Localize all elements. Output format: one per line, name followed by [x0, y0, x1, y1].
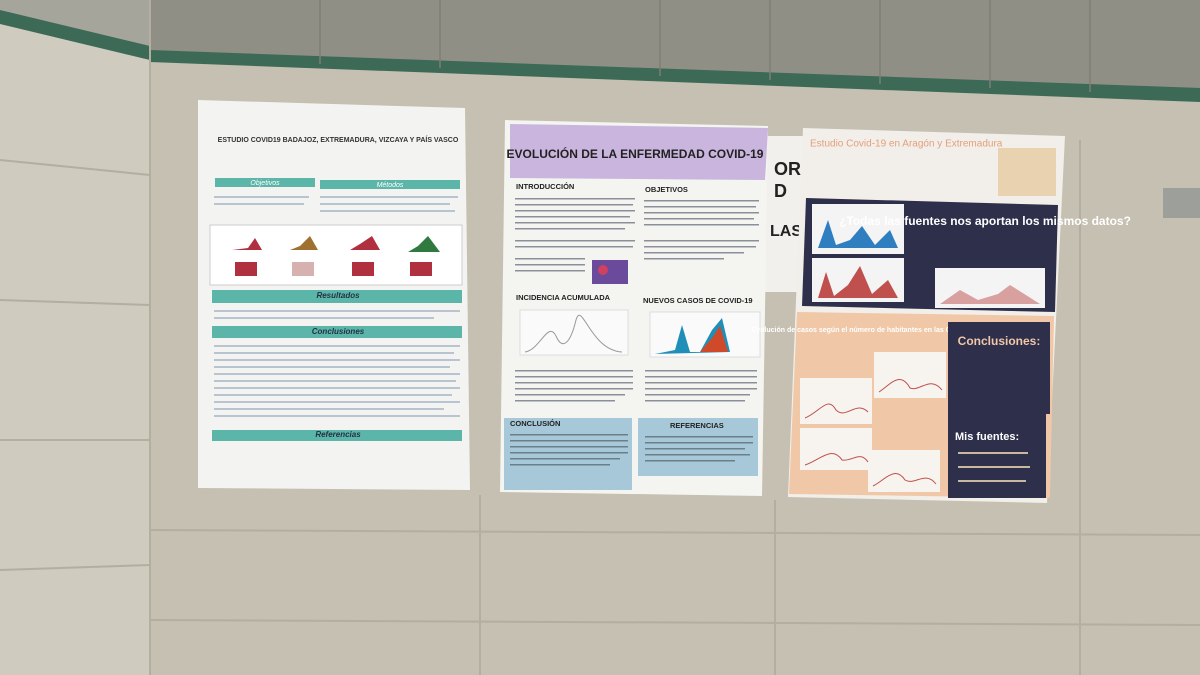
dark-panel [948, 322, 1050, 414]
chart-area [700, 326, 728, 352]
chart-line [524, 314, 623, 353]
left-wall [0, 0, 150, 675]
chart-panel [800, 428, 872, 470]
chart-area [940, 285, 1040, 304]
section-band [212, 290, 462, 303]
section-heading: OBJETIVOS [645, 185, 688, 194]
section-heading: Resultados [316, 291, 360, 300]
section-heading: Evolución de casos según el número de ha… [752, 327, 1009, 334]
section-heading: Objetivos [250, 180, 280, 187]
chart-area [818, 220, 898, 248]
section-heading: Mis fuentes: [955, 431, 1019, 443]
poster-title: EVOLUCIÓN DE LA ENFERMEDAD COVID-19 [507, 146, 764, 161]
sign [762, 136, 806, 292]
section-band [215, 178, 315, 187]
green-stripe-left [0, 10, 150, 60]
chart-panel [868, 450, 940, 492]
sign-text: D [774, 181, 787, 201]
poster-1: ESTUDIO COVID19 BADAJOZ, EXTREMADURA, VI… [198, 100, 470, 490]
section-heading: Métodos [377, 182, 404, 189]
virus-image-detail [598, 265, 608, 275]
poster-title: ESTUDIO COVID19 BADAJOZ, EXTREMADURA, VI… [218, 135, 459, 144]
title-banner [510, 124, 768, 180]
poster-sheet [500, 120, 768, 496]
section-heading: Conclusiones: [958, 334, 1041, 348]
dark-panel [948, 414, 1046, 498]
chart-thumbnails [232, 236, 440, 276]
section-band [212, 326, 462, 338]
note-card [998, 148, 1056, 196]
body-text [515, 198, 759, 402]
chart-area [818, 266, 898, 298]
section-band [212, 430, 462, 441]
poster-title: Estudio Covid-19 en Aragón y Extremadura [810, 139, 1003, 150]
virus-image [592, 260, 628, 284]
green-stripe [150, 50, 1200, 102]
section-heading: CONCLUSIÓN [510, 419, 560, 428]
section-heading: ¿Todas las fuentes nos aportan los mismo… [839, 214, 1131, 228]
section-heading: INTRODUCCIÓN [516, 182, 574, 191]
chart-panel [800, 378, 872, 424]
poster-3: Estudio Covid-19 en Aragón y Extremadura… [752, 128, 1131, 503]
chart-panel [519, 309, 629, 356]
sign-text: OR [774, 159, 801, 179]
upper-tiles [150, 0, 1200, 98]
upper-tile-joints [319, 0, 1091, 92]
section-heading: INCIDENCIA ACUMULADA [516, 293, 611, 302]
section-heading: NUEVOS CASOS DE COVID-19 [643, 296, 753, 305]
poster-2: EVOLUCIÓN DE LA ENFERMEDAD COVID-19 INTR… [500, 120, 768, 496]
handwritten-lines [958, 452, 1030, 482]
section-band [320, 180, 460, 189]
body-text [214, 196, 460, 417]
section-box [638, 418, 758, 476]
chart-lines [804, 379, 943, 487]
wall-fixture [1163, 188, 1200, 218]
chart-panel [874, 352, 946, 398]
section-heading: Conclusiones [312, 327, 365, 336]
body-text [510, 434, 753, 466]
section-box [504, 418, 632, 490]
section-heading: Referencias [315, 430, 361, 439]
section-heading: REFERENCIAS [670, 421, 724, 430]
